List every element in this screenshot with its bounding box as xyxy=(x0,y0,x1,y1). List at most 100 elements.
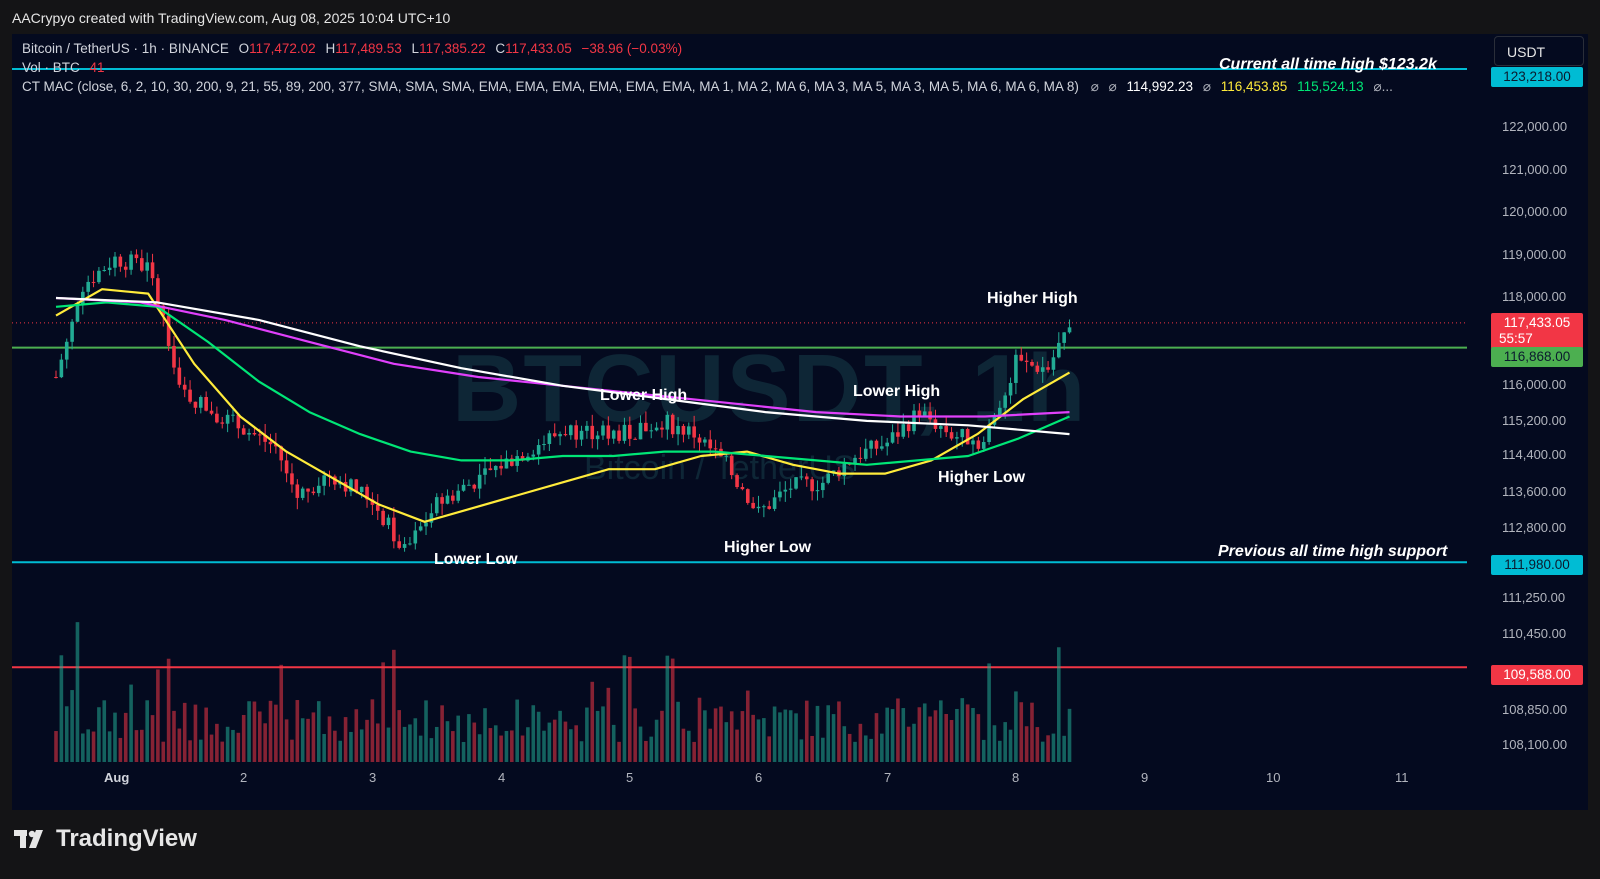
candle-down xyxy=(520,456,525,461)
candle-down xyxy=(236,414,241,429)
volume-bar-down xyxy=(440,705,444,762)
candle-up xyxy=(869,440,873,449)
symbol-title[interactable]: Bitcoin / TetherUS · 1h · BINANCE xyxy=(22,41,229,56)
candle-up xyxy=(1067,327,1072,333)
volume-bar-down xyxy=(1046,735,1050,762)
volume-bar-up xyxy=(504,730,509,762)
candle-up xyxy=(1051,357,1056,370)
candle-up xyxy=(1062,332,1066,343)
currency-button[interactable]: USDT xyxy=(1494,36,1584,66)
volume-bar-up xyxy=(424,700,428,762)
candle-down xyxy=(440,497,444,504)
candle-down xyxy=(944,426,948,433)
candle-down xyxy=(628,424,632,439)
volume-bar-down xyxy=(590,681,595,762)
price-chart-svg[interactable] xyxy=(12,34,1588,810)
volume-bar-up xyxy=(778,712,782,762)
volume-bar-up xyxy=(225,726,230,762)
volume-bar-up xyxy=(129,684,133,762)
candle-down xyxy=(949,432,954,439)
y-axis-tick: 114,400.00 xyxy=(1502,447,1567,462)
candle-up xyxy=(569,425,573,436)
volume-bar-down xyxy=(1024,726,1029,762)
volume-bar-up xyxy=(569,729,573,762)
volume-bar-up xyxy=(772,706,777,762)
x-axis-tick: 2 xyxy=(240,770,248,785)
indicator-legend[interactable]: CT MAC (close, 6, 2, 10, 30, 200, 9, 21,… xyxy=(22,79,1393,95)
candle-up xyxy=(1057,342,1061,358)
candle-up xyxy=(300,488,305,498)
candle-up xyxy=(129,254,133,270)
volume-bar-up xyxy=(445,721,450,762)
volume-bar-up xyxy=(1057,647,1061,762)
candle-down xyxy=(257,434,262,436)
candle-up xyxy=(585,425,589,431)
volume-bar-up xyxy=(1014,691,1018,762)
volume-bar-down xyxy=(156,669,160,762)
volume-value: 41 xyxy=(89,60,105,75)
candle-up xyxy=(654,427,659,431)
candle-up xyxy=(547,433,552,445)
candle-down xyxy=(1024,360,1029,362)
chart-pane[interactable]: BTCUSDT, 1h Bitcoin / TetherUS Bitcoin /… xyxy=(12,34,1588,810)
candle-down xyxy=(290,473,294,485)
candle-up xyxy=(199,397,203,408)
volume-bar-down xyxy=(810,735,814,762)
candle-up xyxy=(960,429,965,438)
candle-up xyxy=(611,430,616,439)
candle-up xyxy=(799,476,804,478)
volume-bar-up xyxy=(75,622,80,762)
volume-bar-up xyxy=(483,708,487,762)
candle-up xyxy=(107,267,112,271)
volume-bar-up xyxy=(515,699,519,762)
candle-down xyxy=(354,479,359,493)
volume-bar-up xyxy=(1003,722,1007,762)
symbol-legend[interactable]: Bitcoin / TetherUS · 1h · BINANCE O117,4… xyxy=(22,41,682,56)
volume-bar-up xyxy=(316,701,321,762)
volume-bar-up xyxy=(939,700,943,762)
candle-down xyxy=(370,499,375,505)
candle-down xyxy=(681,425,686,435)
candle-down xyxy=(343,481,348,492)
candle-down xyxy=(1035,365,1040,372)
candle-down xyxy=(193,401,198,408)
volume-bar-down xyxy=(172,710,176,762)
volume-bar-down xyxy=(740,711,745,762)
x-axis-tick: 4 xyxy=(498,770,506,785)
x-axis-tick: Aug xyxy=(104,770,130,785)
candle-up xyxy=(1040,367,1045,372)
open-value: 117,472.02 xyxy=(249,41,316,56)
volume-bar-up xyxy=(349,731,353,762)
candle-up xyxy=(955,437,959,439)
candle-up xyxy=(429,513,434,523)
volume-bar-down xyxy=(150,715,155,762)
volume-bar-down xyxy=(520,735,525,762)
volume-bar-down xyxy=(917,707,922,762)
candle-up xyxy=(231,414,235,416)
volume-bar-down xyxy=(375,723,380,762)
volume-bar-down xyxy=(327,716,332,762)
y-axis-tick: 121,000.00 xyxy=(1502,162,1568,177)
volume-bar-down xyxy=(241,714,246,762)
volume-bar-down xyxy=(166,658,171,762)
volume-legend[interactable]: Vol · BTC 41 xyxy=(22,60,105,75)
volume-bar-down xyxy=(365,719,369,762)
y-axis-tick: 118,000.00 xyxy=(1502,289,1567,304)
volume-bar-down xyxy=(252,701,257,762)
tradingview-logo[interactable]: TradingView xyxy=(14,825,197,853)
volume-bar-down xyxy=(161,741,166,762)
volume-bar-up xyxy=(676,701,680,762)
candle-up xyxy=(842,463,847,477)
candle-down xyxy=(241,428,246,435)
volume-bar-down xyxy=(193,704,198,762)
candle-up xyxy=(890,432,895,443)
volume-bar-up xyxy=(611,724,616,762)
candle-down xyxy=(858,457,863,459)
lower-high-label-2: Lower High xyxy=(853,383,941,400)
candle-down xyxy=(510,458,514,466)
x-axis-tick: 6 xyxy=(755,770,763,785)
volume-bar-up xyxy=(595,710,600,762)
tradingview-brand: TradingView xyxy=(56,825,197,852)
volume-bar-up xyxy=(821,737,825,762)
last-price-tag: 117,433.05 xyxy=(1491,313,1583,333)
